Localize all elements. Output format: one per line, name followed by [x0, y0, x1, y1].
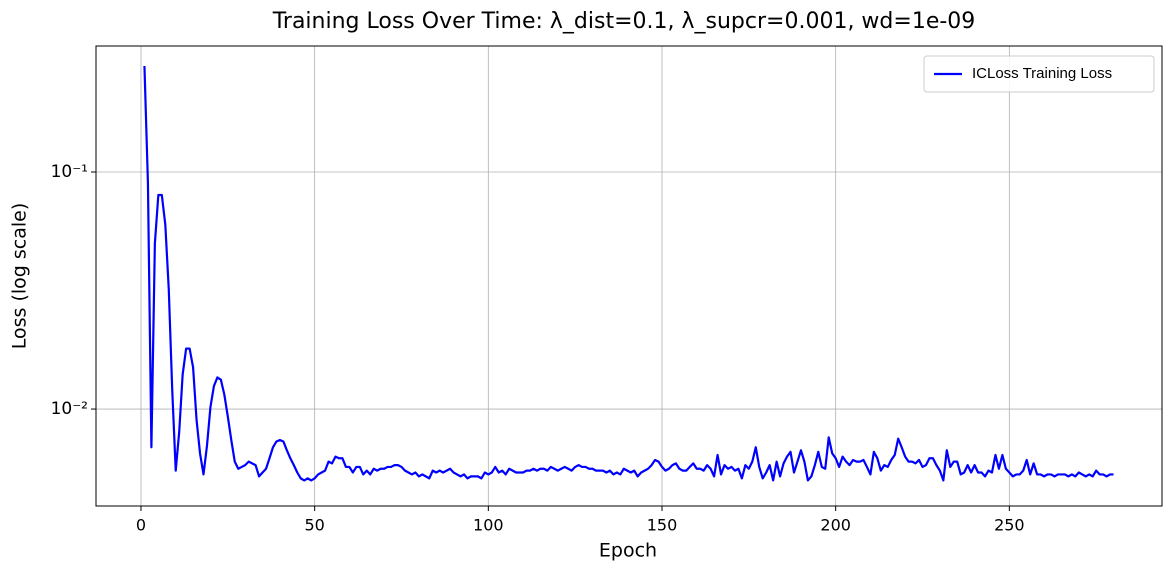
y-axis-label: Loss (log scale): [9, 203, 31, 350]
x-tick-label: 100: [473, 516, 504, 535]
y-tick-label: 10⁻²: [51, 399, 88, 419]
x-axis-label: Epoch: [599, 540, 657, 562]
x-tick-label: 200: [820, 516, 851, 535]
x-tick-label: 0: [136, 516, 146, 535]
x-tick-label: 250: [994, 516, 1025, 535]
y-tick-label: 10⁻¹: [51, 162, 88, 182]
x-tick-label: 150: [647, 516, 678, 535]
x-tick-label: 50: [304, 516, 324, 535]
legend-box: [923, 55, 1155, 93]
legend-label: ICLoss Training Loss: [972, 65, 1112, 82]
plot-frame: [95, 45, 1163, 507]
line-series: [143, 65, 1114, 482]
chart-title: Training Loss Over Time: λ_dist=0.1, λ_s…: [272, 9, 976, 34]
